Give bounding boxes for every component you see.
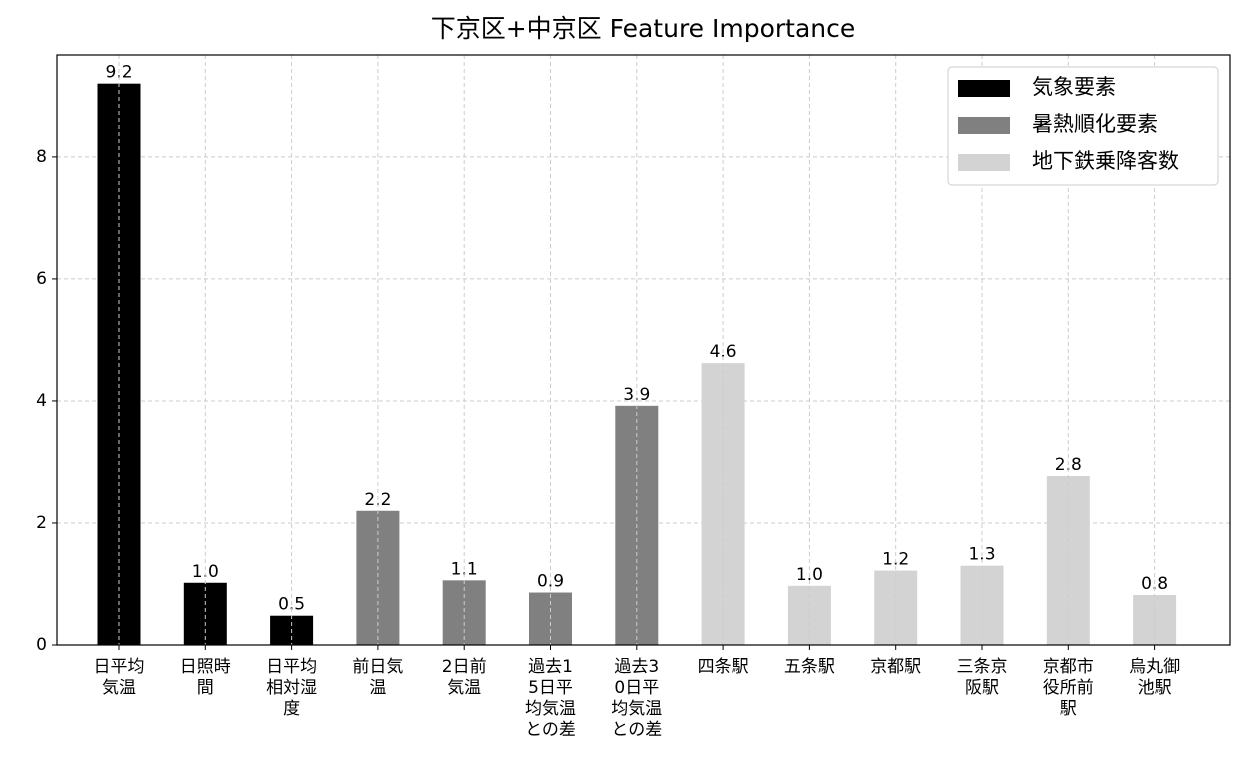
legend-swatch — [958, 117, 1010, 134]
bar — [960, 565, 1004, 645]
x-tick-label: 2日前気温 — [442, 657, 487, 698]
value-label: 1.0 — [192, 562, 219, 582]
x-tick-label: 日平均気温 — [94, 657, 145, 698]
x-tick-label: 過去3 0日平均気温との差 — [611, 657, 662, 740]
legend-frame — [947, 66, 1219, 186]
y-tick-label: 0 — [36, 635, 47, 655]
legend-swatch — [958, 80, 1010, 97]
x-tick-label: 前日気温 — [352, 657, 403, 698]
bar — [183, 582, 227, 645]
x-tick-label: 烏丸御池駅 — [1129, 657, 1180, 698]
legend-label: 気象要素 — [1032, 75, 1116, 99]
x-tick-label: 三条京阪駅 — [957, 657, 1008, 698]
x-tick-label: 日平均相対湿度 — [266, 657, 317, 719]
plot-frame — [56, 54, 1231, 646]
y-tick-label: 6 — [36, 269, 47, 289]
x-tick-label: 過去1 5日平均気温との差 — [525, 657, 576, 740]
x-tick-label: 五条駅 — [784, 657, 835, 677]
x-tick-label: 京都駅 — [870, 657, 921, 677]
legend-swatch — [958, 154, 1010, 171]
chart-title: 下京区+中京区 Feature Importance — [431, 14, 856, 43]
y-tick-label: 2 — [36, 513, 47, 533]
y-tick-label: 8 — [36, 147, 47, 167]
y-tick-label: 4 — [36, 391, 47, 411]
x-tick-label: 京都市役所前駅 — [1043, 657, 1094, 719]
legend-label: 暑熱順化要素 — [1032, 112, 1158, 136]
bar — [442, 580, 486, 645]
x-tick-label: 日照時間 — [180, 657, 231, 698]
x-tick-label: 四条駅 — [698, 657, 749, 677]
legend-label: 地下鉄乗降客数 — [1032, 149, 1179, 173]
